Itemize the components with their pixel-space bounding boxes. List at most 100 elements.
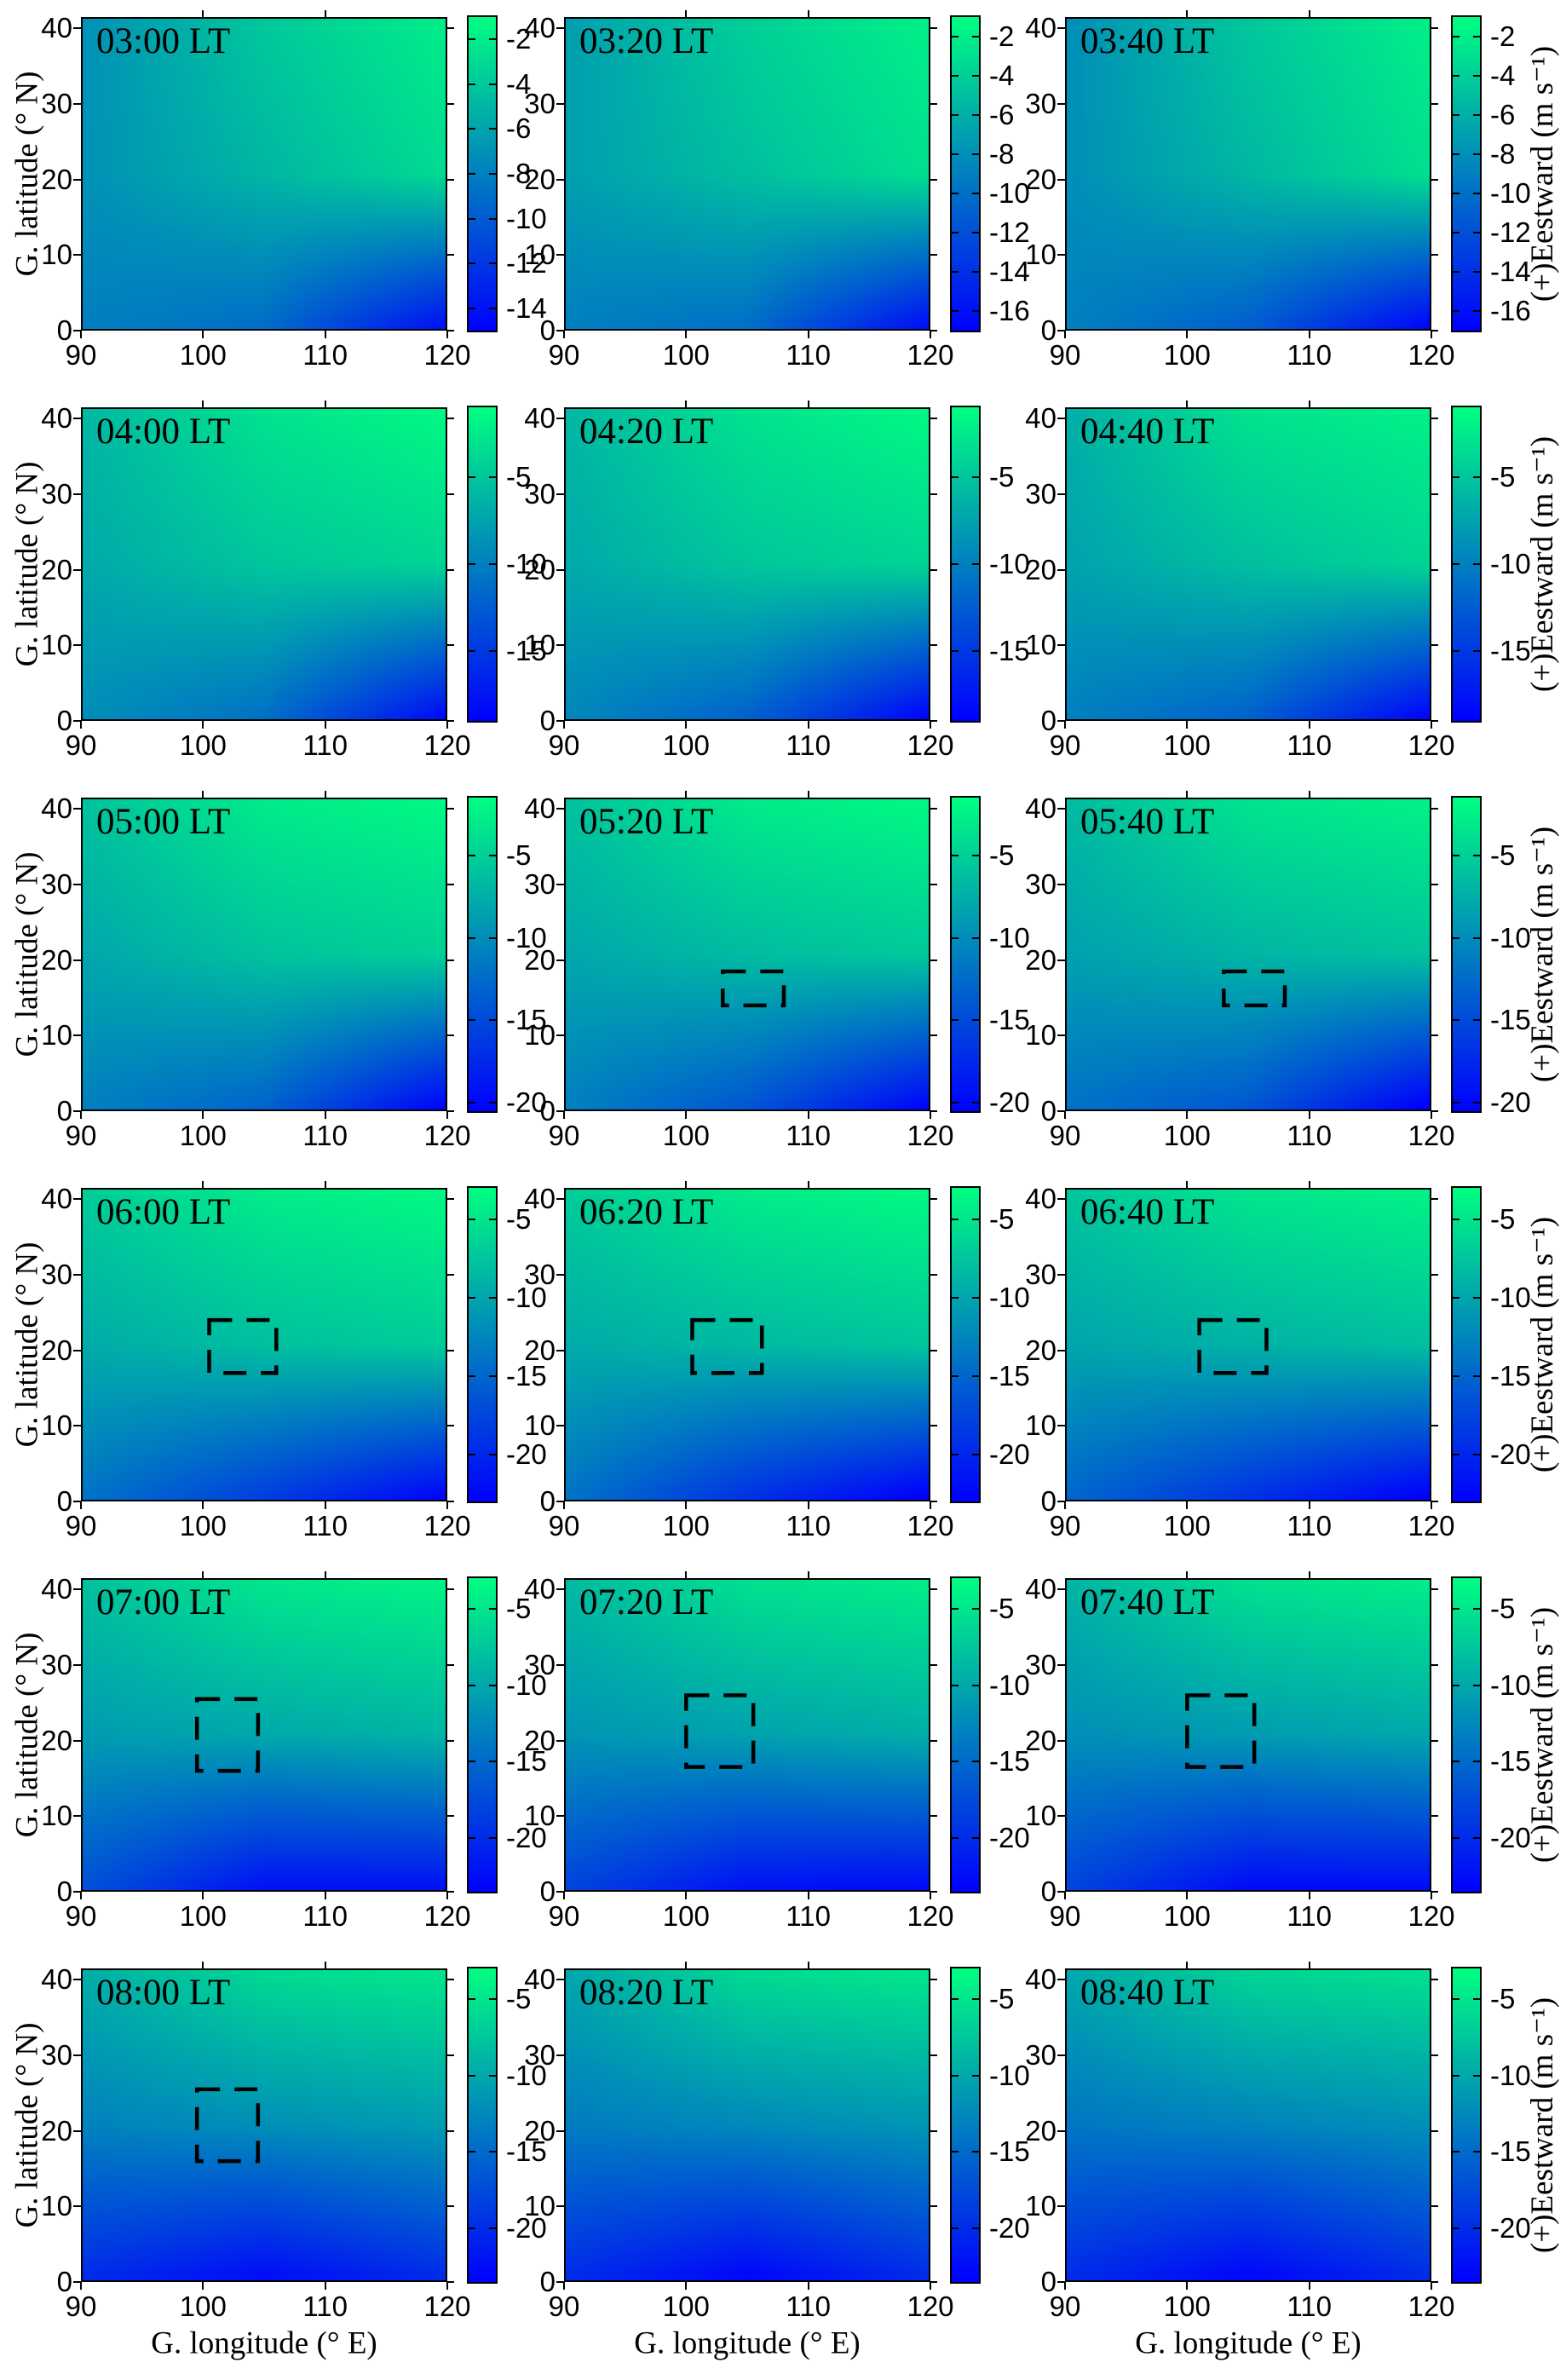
colorbar-tick xyxy=(489,1997,496,2000)
colorbar-tick-label: -20 xyxy=(1490,1086,1531,1119)
y-tick-right xyxy=(447,493,454,495)
colorbar-tick-label: -20 xyxy=(989,1086,1030,1119)
x-tick xyxy=(563,1501,565,1509)
heatmap-canvas xyxy=(1065,1188,1431,1501)
x-tick-label: 100 xyxy=(179,1900,227,1932)
colorbar-tick-label: -5 xyxy=(989,838,1015,871)
heatmap-panel: 06:40 LT 90 100 110 120 0 10 20 30 40 -5 -10 -15 -20(… xyxy=(1025,1181,1560,1541)
y-tick xyxy=(73,178,81,181)
heatmap-panel: 06:00 LT 90 100 110 120 0 10 20 30 40 -5 -10 -15 -20 G… xyxy=(10,1181,547,1541)
y-tick-label: 10 xyxy=(524,1800,556,1832)
panel-title: 08:20 LT xyxy=(579,1973,714,2013)
colorbar-tick xyxy=(952,153,959,155)
colorbar-tick xyxy=(1453,1218,1459,1220)
x-tick xyxy=(446,721,448,729)
x-tick xyxy=(324,2282,326,2290)
y-tick-label: 30 xyxy=(41,867,72,900)
x-tick-top xyxy=(324,791,326,798)
x-tick-top xyxy=(685,1181,688,1188)
y-tick xyxy=(73,1425,81,1427)
colorbar-tick-label: -15 xyxy=(989,1745,1030,1778)
y-tick-right xyxy=(447,568,454,571)
colorbar-tick xyxy=(469,1607,475,1610)
y-tick-label: 10 xyxy=(41,239,72,271)
colorbar-tick-label: -8 xyxy=(506,158,532,189)
x-tick-label: 100 xyxy=(1163,2291,1211,2322)
colorbar-tick xyxy=(952,1761,959,1763)
x-tick-label: 100 xyxy=(1163,1510,1211,1542)
y-tick-right xyxy=(930,418,937,420)
colorbar-tick xyxy=(1453,2227,1459,2230)
y-tick xyxy=(556,1588,564,1591)
y-tick xyxy=(73,1739,81,1742)
y-tick-label: 30 xyxy=(41,477,72,510)
x-tick-top xyxy=(202,791,204,798)
colorbar-tick xyxy=(1473,2151,1480,2153)
y-tick-right xyxy=(930,330,937,331)
x-tick xyxy=(446,331,448,338)
colorbar-tick-label: -20 xyxy=(506,1438,547,1470)
y-tick-right xyxy=(447,1979,454,1981)
y-tick-label: 30 xyxy=(1025,2038,1056,2071)
y-tick-right xyxy=(1431,720,1438,722)
colorbar-tick xyxy=(1473,153,1480,155)
colorbar-tick xyxy=(469,2227,475,2230)
y-tick xyxy=(1057,1739,1065,1742)
colorbar-tick xyxy=(1453,563,1459,565)
x-tick xyxy=(1064,2282,1066,2290)
y-tick-right xyxy=(1431,102,1438,105)
x-tick xyxy=(1186,721,1189,729)
x-tick-label: 100 xyxy=(179,2291,227,2322)
y-tick-right xyxy=(930,2205,937,2208)
x-tick-label: 120 xyxy=(423,729,471,761)
colorbar-tick xyxy=(1473,36,1480,37)
colorbar-tick xyxy=(952,1374,959,1377)
y-tick-label: 40 xyxy=(524,1963,556,1996)
colorbar xyxy=(950,1967,981,2284)
colorbar xyxy=(1451,1967,1482,2284)
x-tick xyxy=(1064,331,1066,338)
colorbar-tick xyxy=(1453,1374,1459,1377)
x-tick xyxy=(1308,2282,1310,2290)
y-tick-right xyxy=(1431,1891,1438,1893)
y-tick-label: 40 xyxy=(524,402,556,435)
colorbar-tick-label: -6 xyxy=(989,99,1015,130)
x-tick-top xyxy=(1308,1571,1310,1578)
colorbar-tick xyxy=(1453,1997,1459,2000)
x-tick-label: 110 xyxy=(1287,1120,1332,1151)
colorbar-tick xyxy=(1453,2151,1459,2153)
y-tick xyxy=(556,330,564,331)
x-tick xyxy=(202,721,204,729)
x-tick xyxy=(807,331,809,338)
y-tick xyxy=(73,720,81,722)
heatmap-canvas xyxy=(81,1968,447,2282)
y-tick-label: 0 xyxy=(56,1876,72,1907)
y-tick-right xyxy=(447,2129,454,2132)
x-tick-top xyxy=(685,401,688,407)
y-tick xyxy=(73,2281,81,2283)
y-tick-label: 40 xyxy=(1025,1963,1056,1996)
colorbar-tick-label: -5 xyxy=(989,1982,1015,2014)
y-tick-right xyxy=(930,1588,937,1591)
y-tick-label: 30 xyxy=(1025,867,1056,900)
colorbar-axis-label: (+)Eestward (m s⁻¹) xyxy=(1525,1606,1560,1864)
colorbar-tick xyxy=(489,217,496,220)
x-tick-label: 110 xyxy=(786,2291,831,2322)
y-tick-label: 10 xyxy=(524,1409,556,1442)
x-tick-label: 90 xyxy=(548,1510,580,1542)
y-tick-right xyxy=(1431,1198,1438,1201)
y-tick-right xyxy=(447,102,454,105)
colorbar xyxy=(1451,15,1482,332)
colorbar-tick-label: -15 xyxy=(506,635,547,667)
y-tick-right xyxy=(447,27,454,30)
y-tick xyxy=(73,1034,81,1037)
colorbar-tick-label: -20 xyxy=(989,1822,1030,1854)
x-tick-label: 120 xyxy=(423,339,471,371)
y-tick-label: 0 xyxy=(56,2266,72,2297)
colorbar-tick xyxy=(972,936,979,939)
colorbar-tick-label: -10 xyxy=(506,2059,547,2091)
colorbar-tick xyxy=(972,1761,979,1763)
x-tick-label: 100 xyxy=(179,1510,227,1542)
x-tick-label: 120 xyxy=(1408,339,1455,371)
